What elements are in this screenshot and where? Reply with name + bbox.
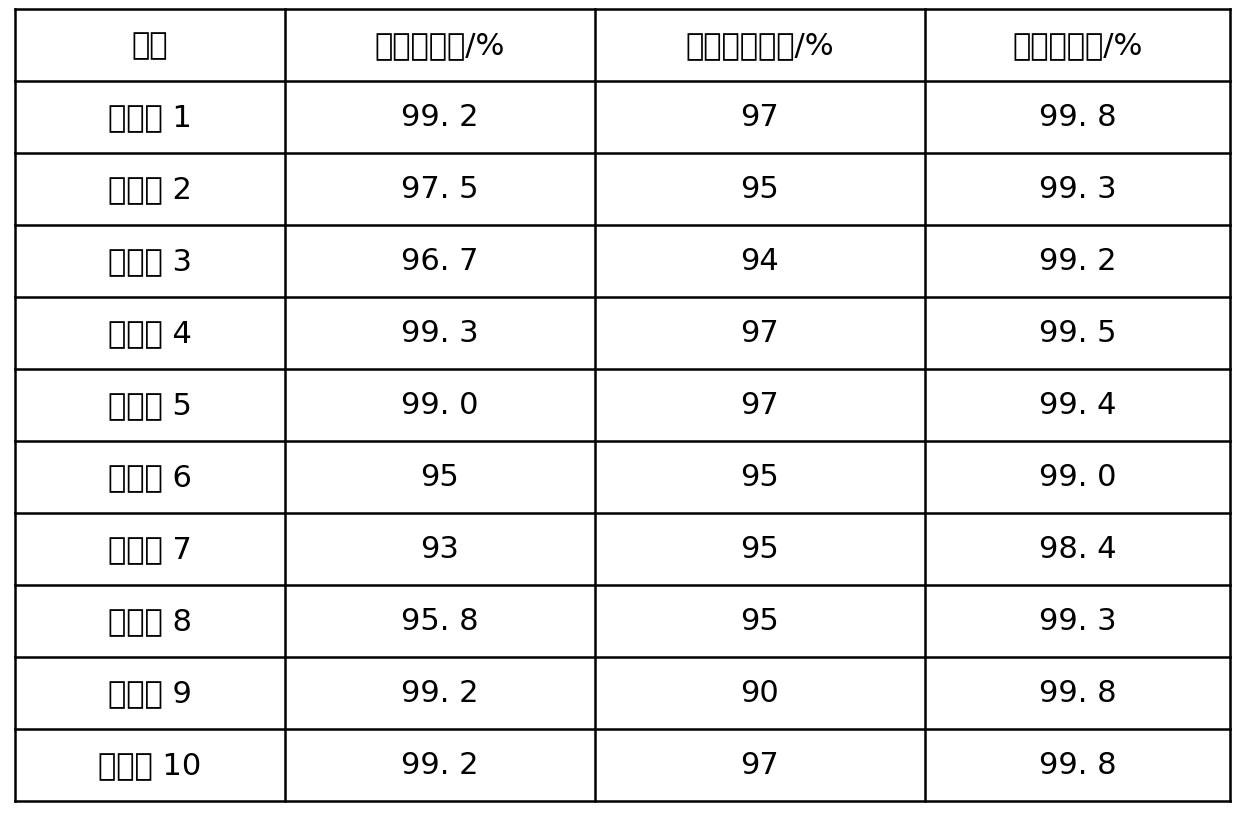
Text: 实施例 8: 实施例 8 — [108, 607, 192, 636]
Text: 97: 97 — [740, 319, 780, 348]
Text: 99. 8: 99. 8 — [1039, 679, 1116, 708]
Text: 96. 7: 96. 7 — [402, 247, 479, 276]
Text: 97. 5: 97. 5 — [402, 175, 479, 204]
Text: 99. 0: 99. 0 — [1039, 463, 1116, 492]
Text: 95: 95 — [740, 535, 780, 563]
Text: 实施例 4: 实施例 4 — [108, 319, 192, 348]
Text: 99. 0: 99. 0 — [402, 391, 479, 420]
Text: 95: 95 — [740, 607, 780, 636]
Text: 实施例 1: 实施例 1 — [108, 103, 192, 133]
Text: 90: 90 — [740, 679, 780, 708]
Text: 97: 97 — [740, 103, 780, 133]
Text: 实施例 3: 实施例 3 — [108, 247, 192, 276]
Text: 99. 2: 99. 2 — [402, 679, 479, 708]
Text: 99. 4: 99. 4 — [1039, 391, 1116, 420]
Text: 94: 94 — [740, 247, 780, 276]
Text: 实施例 9: 实施例 9 — [108, 679, 192, 708]
Text: 99. 2: 99. 2 — [402, 750, 479, 780]
Text: 99. 8: 99. 8 — [1039, 103, 1116, 133]
Text: 99. 8: 99. 8 — [1039, 750, 1116, 780]
Text: 99. 5: 99. 5 — [1039, 319, 1116, 348]
Text: 联产产物收率/%: 联产产物收率/% — [686, 31, 835, 61]
Text: 实施例 7: 实施例 7 — [108, 535, 192, 563]
Text: 氯气利用率/%: 氯气利用率/% — [1012, 31, 1143, 61]
Text: 99. 2: 99. 2 — [402, 103, 479, 133]
Text: 组别: 组别 — [131, 31, 169, 61]
Text: 主产物收率/%: 主产物收率/% — [374, 31, 505, 61]
Text: 99. 3: 99. 3 — [1039, 607, 1116, 636]
Text: 95: 95 — [420, 463, 459, 492]
Text: 实施例 10: 实施例 10 — [98, 750, 202, 780]
Text: 95: 95 — [740, 463, 780, 492]
Text: 98. 4: 98. 4 — [1039, 535, 1116, 563]
Text: 99. 2: 99. 2 — [1039, 247, 1116, 276]
Text: 99. 3: 99. 3 — [402, 319, 479, 348]
Text: 实施例 2: 实施例 2 — [108, 175, 192, 204]
Text: 93: 93 — [420, 535, 460, 563]
Text: 97: 97 — [740, 391, 780, 420]
Text: 实施例 5: 实施例 5 — [108, 391, 192, 420]
Text: 实施例 6: 实施例 6 — [108, 463, 192, 492]
Text: 99. 3: 99. 3 — [1039, 175, 1116, 204]
Text: 95. 8: 95. 8 — [402, 607, 479, 636]
Text: 97: 97 — [740, 750, 780, 780]
Text: 95: 95 — [740, 175, 780, 204]
